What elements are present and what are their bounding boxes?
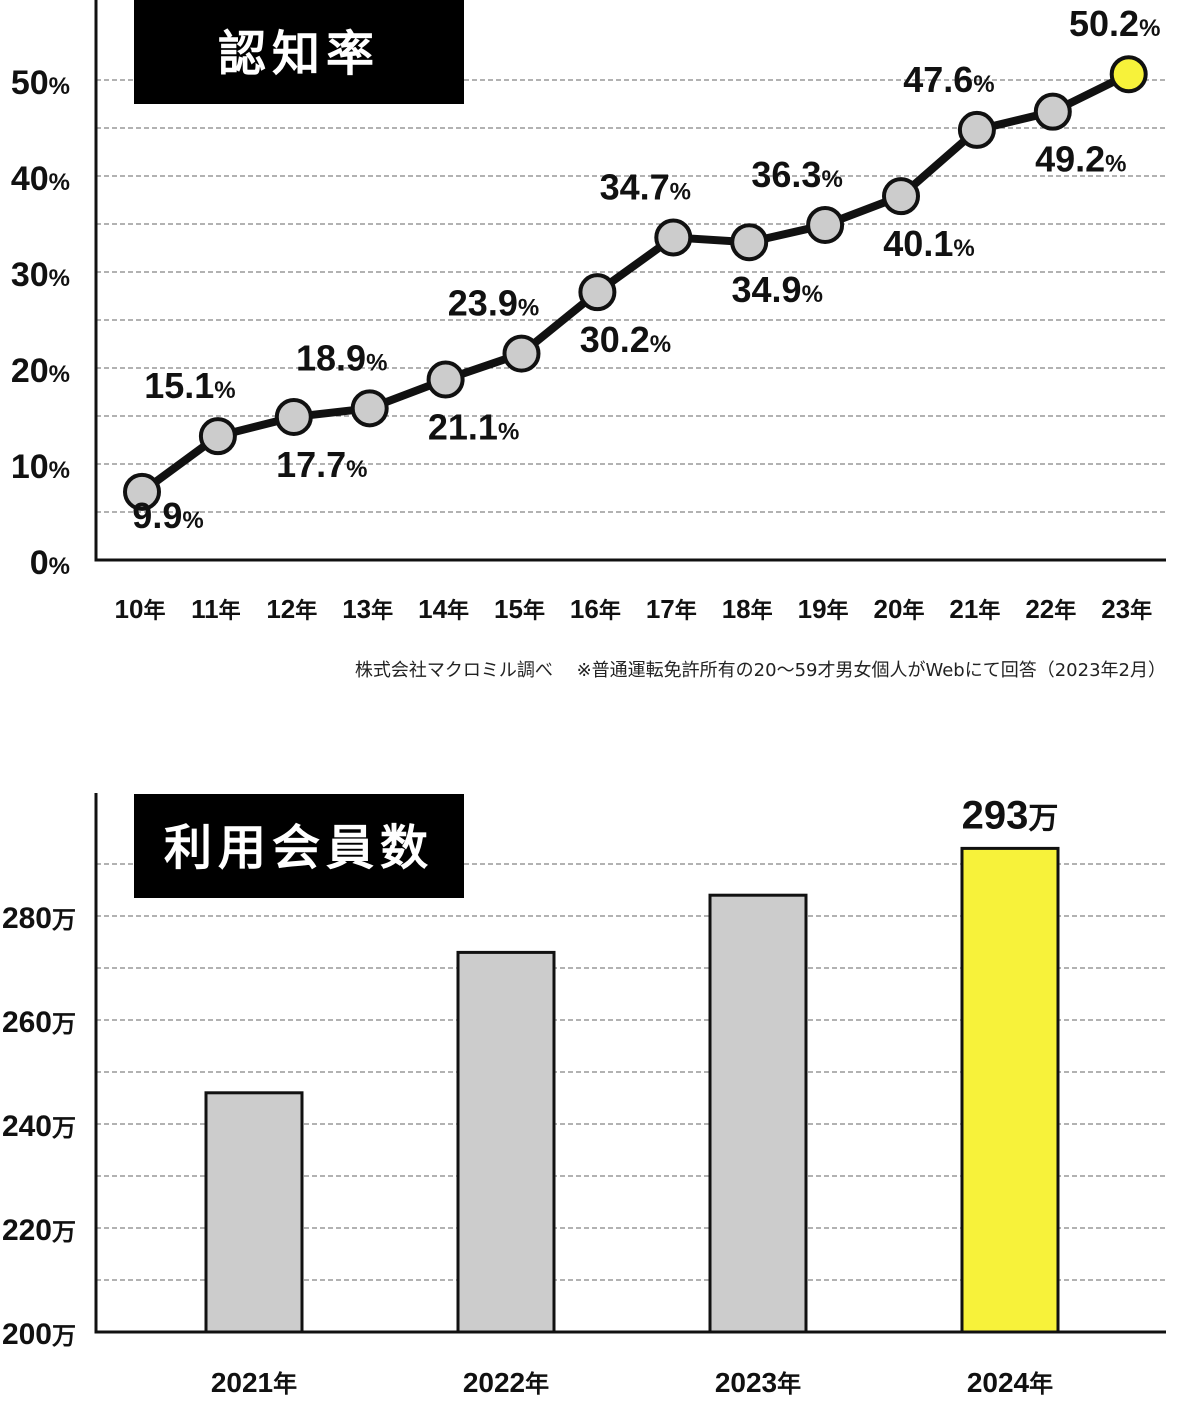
x-tick-label: 17年 — [646, 594, 697, 624]
x-tick-label: 10年 — [115, 594, 166, 624]
title-background — [134, 794, 464, 898]
y-tick-label: 220万 — [2, 1214, 76, 1247]
data-label: 30.2% — [580, 319, 671, 360]
y-tick-label: 240万 — [2, 1110, 76, 1143]
data-label: 9.9% — [132, 495, 203, 536]
members-bar-chart: 200万 220万 240万 260万 280万 利用会員数 2021年 2022年 2023年… — [2, 793, 1166, 1398]
y-tick-label: 200万 — [2, 1318, 76, 1351]
bar — [708, 893, 808, 1334]
data-point — [654, 218, 693, 257]
data-point — [426, 360, 465, 399]
x-tick-label: 19年 — [798, 594, 849, 624]
y-tick-label: 30% — [11, 256, 70, 294]
x-tick-label: 20年 — [874, 594, 925, 624]
title-background — [134, 0, 464, 104]
data-point — [806, 205, 845, 244]
data-label: 18.9% — [296, 337, 387, 378]
data-label: 21.1% — [428, 407, 519, 448]
x-tick-label: 13年 — [342, 594, 393, 624]
x-tick-label: 16年 — [570, 594, 621, 624]
chart-title: 認知率 — [218, 26, 380, 82]
y-tick-label: 40% — [11, 160, 70, 198]
data-point — [882, 177, 920, 216]
source-note: 株式会社マクロミル調べ ※普通運転免許所有の20～59才男女個人がWebにて回答… — [355, 660, 1166, 681]
data-point — [578, 273, 617, 312]
data-label: 47.6% — [903, 59, 994, 100]
data-label: 34.7% — [600, 166, 691, 207]
data-label: 50.2% — [1069, 3, 1160, 44]
y-tick-label: 50% — [11, 64, 70, 102]
x-tick-label: 23年 — [1101, 594, 1152, 624]
chart-title-box: 認知率 — [134, 0, 464, 104]
y-tick-label: 20% — [11, 352, 70, 390]
data-label: 15.1% — [144, 365, 235, 406]
data-label: 17.7% — [276, 444, 367, 485]
x-tick-label: 18年 — [722, 594, 773, 624]
x-tick-label: 11年 — [191, 594, 241, 624]
data-point — [730, 223, 769, 262]
x-tick-label: 15年 — [494, 594, 545, 624]
data-point — [123, 472, 161, 511]
data-point — [274, 397, 313, 436]
chart-title-box: 利用会員数 — [134, 794, 464, 898]
awareness-line-chart: 0% 10% 20% 30% 40% 50% 10年 11年 12年 13年 14年 15年 16年 17… — [11, 0, 1166, 681]
data-label: 36.3% — [751, 154, 842, 195]
x-tick-label: 2024年 — [967, 1367, 1053, 1398]
x-tick-label: 12年 — [266, 594, 317, 624]
bar — [456, 950, 556, 1334]
data-label: 293万 — [962, 793, 1059, 837]
y-tick-label: 0% — [30, 544, 70, 582]
data-point — [198, 417, 237, 456]
data-label: 23.9% — [448, 283, 539, 324]
data-point — [502, 334, 541, 373]
data-point — [957, 110, 996, 149]
data-label: 49.2% — [1035, 139, 1126, 180]
data-point — [350, 389, 389, 428]
x-tick-label: 2022年 — [463, 1367, 549, 1398]
y-tick-label: 260万 — [2, 1006, 76, 1039]
y-tick-label: 10% — [11, 448, 70, 486]
highlight-point — [1109, 55, 1148, 94]
x-tick-label: 22年 — [1025, 594, 1076, 624]
x-tick-label: 2021年 — [211, 1367, 297, 1398]
y-tick-label: 280万 — [2, 902, 76, 935]
x-tick-label: 2023年 — [715, 1367, 801, 1398]
data-point — [1033, 92, 1072, 131]
x-tick-label: 21年 — [949, 594, 1000, 624]
data-label: 40.1% — [883, 223, 974, 264]
highlight-bar — [960, 846, 1060, 1334]
chart-title: 利用会員数 — [164, 820, 434, 876]
bar — [204, 1091, 304, 1334]
x-tick-label: 14年 — [418, 594, 469, 624]
data-label: 34.9% — [731, 269, 822, 310]
